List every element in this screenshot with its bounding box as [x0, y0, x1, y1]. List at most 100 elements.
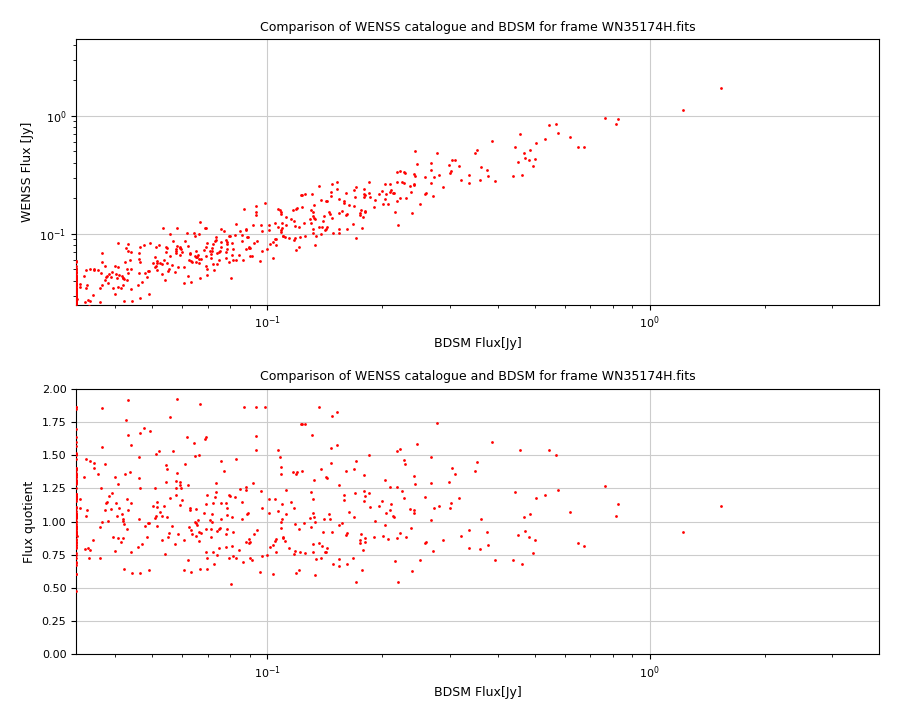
Point — [69, 301, 84, 312]
Point — [199, 431, 213, 443]
Point — [518, 153, 532, 164]
Point — [347, 191, 362, 202]
Point — [219, 528, 233, 540]
Point — [452, 161, 466, 172]
Point — [69, 475, 84, 487]
Point — [326, 228, 340, 239]
Point — [423, 514, 437, 526]
Point — [69, 526, 84, 537]
Point — [331, 479, 346, 490]
Point — [69, 489, 84, 500]
Point — [314, 228, 328, 240]
Point — [266, 539, 280, 551]
Point — [282, 233, 296, 244]
Point — [69, 488, 84, 500]
Point — [238, 536, 253, 548]
Point — [269, 239, 284, 251]
Point — [152, 240, 166, 251]
Point — [191, 249, 205, 261]
Point — [80, 504, 94, 516]
Point — [348, 576, 363, 588]
Point — [325, 212, 339, 224]
Point — [402, 180, 417, 192]
Point — [473, 513, 488, 524]
Point — [551, 485, 565, 496]
Point — [69, 278, 84, 289]
Point — [69, 293, 84, 305]
Point — [462, 177, 476, 189]
Point — [69, 266, 84, 277]
Point — [347, 487, 362, 499]
Point — [69, 299, 84, 310]
Point — [153, 506, 167, 518]
Point — [94, 268, 109, 279]
Point — [205, 508, 220, 520]
Point — [73, 278, 87, 289]
Point — [676, 104, 690, 116]
Point — [69, 523, 84, 534]
Point — [423, 177, 437, 189]
Point — [69, 559, 84, 571]
Point — [69, 270, 84, 282]
Point — [86, 462, 101, 474]
Point — [69, 304, 84, 315]
Point — [69, 529, 84, 541]
Point — [289, 469, 303, 480]
Point — [395, 485, 410, 497]
Point — [82, 300, 96, 311]
Point — [289, 204, 303, 215]
Point — [304, 429, 319, 441]
Point — [362, 487, 376, 499]
Point — [320, 472, 334, 483]
Point — [69, 295, 84, 307]
Point — [423, 158, 437, 169]
Point — [172, 249, 186, 261]
Point — [274, 468, 288, 480]
Point — [69, 509, 84, 521]
Point — [158, 549, 173, 560]
Point — [261, 220, 275, 231]
Point — [86, 264, 101, 276]
Point — [226, 551, 240, 562]
Point — [140, 531, 154, 543]
Point — [485, 436, 500, 448]
Point — [419, 536, 434, 548]
Point — [297, 547, 311, 559]
Point — [379, 508, 393, 519]
Point — [390, 445, 404, 456]
Point — [177, 564, 192, 576]
Point — [150, 257, 165, 269]
Point — [312, 401, 327, 413]
Point — [111, 261, 125, 273]
Point — [271, 505, 285, 517]
Point — [523, 144, 537, 156]
Point — [339, 559, 354, 570]
Point — [429, 148, 444, 159]
Point — [346, 200, 361, 212]
Point — [282, 542, 296, 554]
Point — [168, 245, 183, 256]
Point — [207, 264, 221, 276]
Point — [69, 516, 84, 527]
Point — [130, 279, 145, 291]
Point — [268, 217, 283, 229]
Point — [69, 477, 84, 488]
X-axis label: BDSM Flux[Jy]: BDSM Flux[Jy] — [434, 686, 521, 699]
Point — [203, 531, 218, 543]
Point — [130, 541, 145, 553]
Point — [563, 131, 578, 143]
Point — [293, 189, 308, 201]
Point — [132, 247, 147, 258]
Point — [69, 509, 84, 521]
Point — [379, 189, 393, 200]
Point — [69, 511, 84, 523]
Point — [224, 511, 238, 523]
Point — [224, 238, 238, 249]
Point — [183, 503, 197, 514]
Point — [69, 548, 84, 559]
Point — [98, 271, 112, 283]
Point — [69, 284, 84, 295]
Point — [69, 291, 84, 302]
Point — [206, 498, 220, 509]
Point — [184, 566, 199, 577]
